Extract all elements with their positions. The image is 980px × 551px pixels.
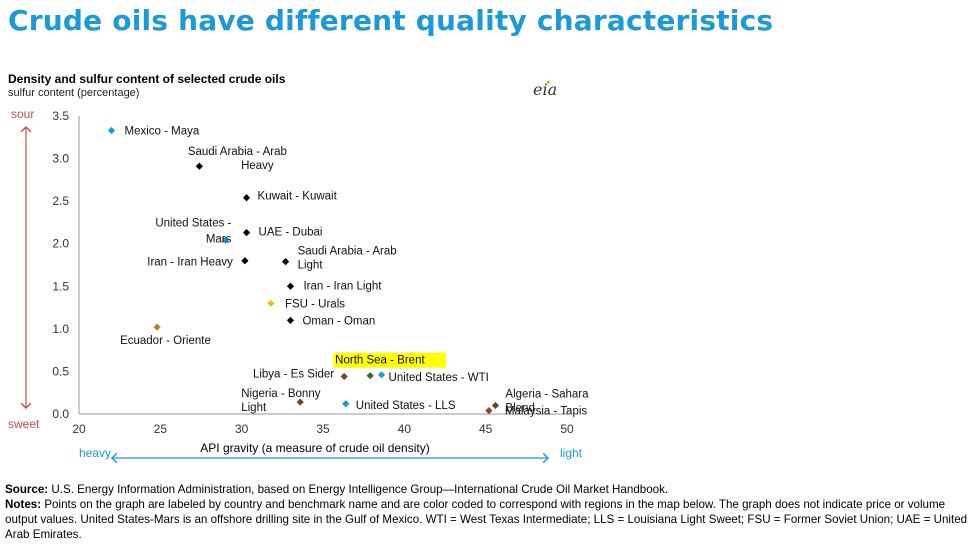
y-tick-label: 3.0 <box>52 152 69 166</box>
data-point <box>485 406 493 415</box>
notes-text: Points on the graph are labeled by count… <box>5 498 968 541</box>
point-label-line: Saudi Arabia - Arab <box>188 146 287 158</box>
source-text: U.S. Energy Information Administration, … <box>51 483 669 496</box>
x-tick-label: 35 <box>316 422 330 436</box>
point-label: Libya - Es Sider <box>253 369 334 381</box>
point-label-line: Kuwait - Kuwait <box>258 191 338 203</box>
data-point <box>242 194 251 202</box>
data-point <box>221 236 229 244</box>
point-label: Malaysia - Tapis <box>505 406 587 418</box>
point-label: Iran - Iran Light <box>303 280 382 292</box>
eia-logo: eia <box>533 80 558 99</box>
x-tick-label: 20 <box>72 422 86 436</box>
point-label-line: Ecuador - Oriente <box>120 335 211 347</box>
point-label-line: North Sea - Brent <box>335 355 425 367</box>
data-point <box>286 316 295 324</box>
point-label-line: Saudi Arabia - Arab <box>298 246 397 258</box>
data-point <box>342 400 350 408</box>
y-axis-title: sulfur content (percentage) <box>8 87 140 99</box>
point-label: Saudi Arabia - Arab Heavy <box>188 146 287 172</box>
point-label: UAE - Dubai <box>259 227 323 239</box>
point-label: United States - LLS <box>356 400 456 412</box>
point-label-line: Oman - Oman <box>302 315 375 327</box>
y-tick-label: 1.0 <box>52 322 69 336</box>
sour-label: sour <box>11 107 34 121</box>
x-tick-label: 50 <box>560 422 574 436</box>
point-label-line: Iran - Iran Heavy <box>147 257 233 269</box>
x-axis-title: API gravity (a measure of crude oil dens… <box>200 441 429 455</box>
point-label-line: UAE - Dubai <box>259 227 323 239</box>
notes-label: Notes: <box>5 498 42 511</box>
point-label-line: Light <box>241 402 267 414</box>
source-label: Source: <box>5 483 49 496</box>
y-tick-label: 2.5 <box>52 194 69 208</box>
point-label-line: United States - <box>155 217 231 229</box>
data-point <box>296 398 304 406</box>
sweet-label: sweet <box>8 417 40 431</box>
point-label: Mexico - Maya <box>125 125 200 137</box>
label-highlight <box>333 352 446 368</box>
y-tick-label: 0.5 <box>52 364 69 378</box>
point-label: Nigeria - Bonny Light <box>241 388 321 414</box>
point-label-line: United States - LLS <box>356 400 456 412</box>
point-label-line: Nigeria - Bonny <box>241 388 321 400</box>
data-point <box>491 401 500 410</box>
point-label: Oman - Oman <box>302 315 375 327</box>
data-point <box>242 229 251 237</box>
point-label: Iran - Iran Heavy <box>147 257 233 269</box>
point-label-line: Libya - Es Sider <box>253 369 334 381</box>
y-tick-label: 3.5 <box>52 109 69 123</box>
point-label: Ecuador - Oriente <box>120 335 211 347</box>
data-point <box>281 257 290 266</box>
point-label: Algeria - Sahara Blend <box>505 388 589 414</box>
point-label: United States - WTI <box>389 372 489 384</box>
data-point <box>340 372 348 381</box>
eia-logo-icon: ✶ <box>545 78 552 87</box>
heavy-label: heavy <box>79 446 111 460</box>
point-label: North Sea - Brent <box>335 355 425 367</box>
point-label: Kuwait - Kuwait <box>258 191 338 203</box>
scatter-chart: 0.0 0.5 1.0 1.5 2.0 2.5 3.0 3.5 20 25 30 35 40 45 50 so… <box>8 107 589 464</box>
light-label: light <box>560 446 583 460</box>
data-point <box>153 323 161 331</box>
x-tick-label: 30 <box>235 422 249 436</box>
data-point <box>377 371 386 379</box>
data-point <box>286 282 295 290</box>
point-label-line: Mars <box>206 233 232 245</box>
data-point <box>267 299 275 307</box>
page-title: Crude oils have different quality charac… <box>8 4 774 37</box>
x-tick-label: 40 <box>398 422 412 436</box>
data-point <box>366 372 374 380</box>
point-label-line: Malaysia - Tapis <box>505 406 587 418</box>
data-point <box>195 162 203 170</box>
y-tick-label: 2.0 <box>52 237 69 251</box>
point-label: FSU - Urals <box>285 298 345 310</box>
point-label-line: United States - WTI <box>389 372 489 384</box>
point-label-line: Light <box>298 260 324 272</box>
source-notes: Source: U.S. Energy Information Administ… <box>5 482 970 542</box>
x-tick-label: 25 <box>154 422 168 436</box>
point-label-line: Algeria - Sahara <box>505 388 589 400</box>
chart-title: Density and sulfur content of selected c… <box>8 72 286 86</box>
data-point <box>241 257 249 265</box>
y-tick-label: 0.0 <box>52 407 69 421</box>
y-tick-label: 1.5 <box>52 279 69 293</box>
point-label-line: Iran - Iran Light <box>303 280 382 292</box>
point-label-line: Heavy <box>241 160 274 172</box>
point-label: United States - Mars <box>155 217 231 245</box>
point-label-line: Blend <box>505 402 534 414</box>
point-label-line: Mexico - Maya <box>125 125 200 137</box>
x-tick-label: 45 <box>479 422 493 436</box>
data-point <box>107 126 116 135</box>
point-label-line: FSU - Urals <box>285 298 345 310</box>
point-label: Saudi Arabia - Arab Light <box>298 246 397 272</box>
